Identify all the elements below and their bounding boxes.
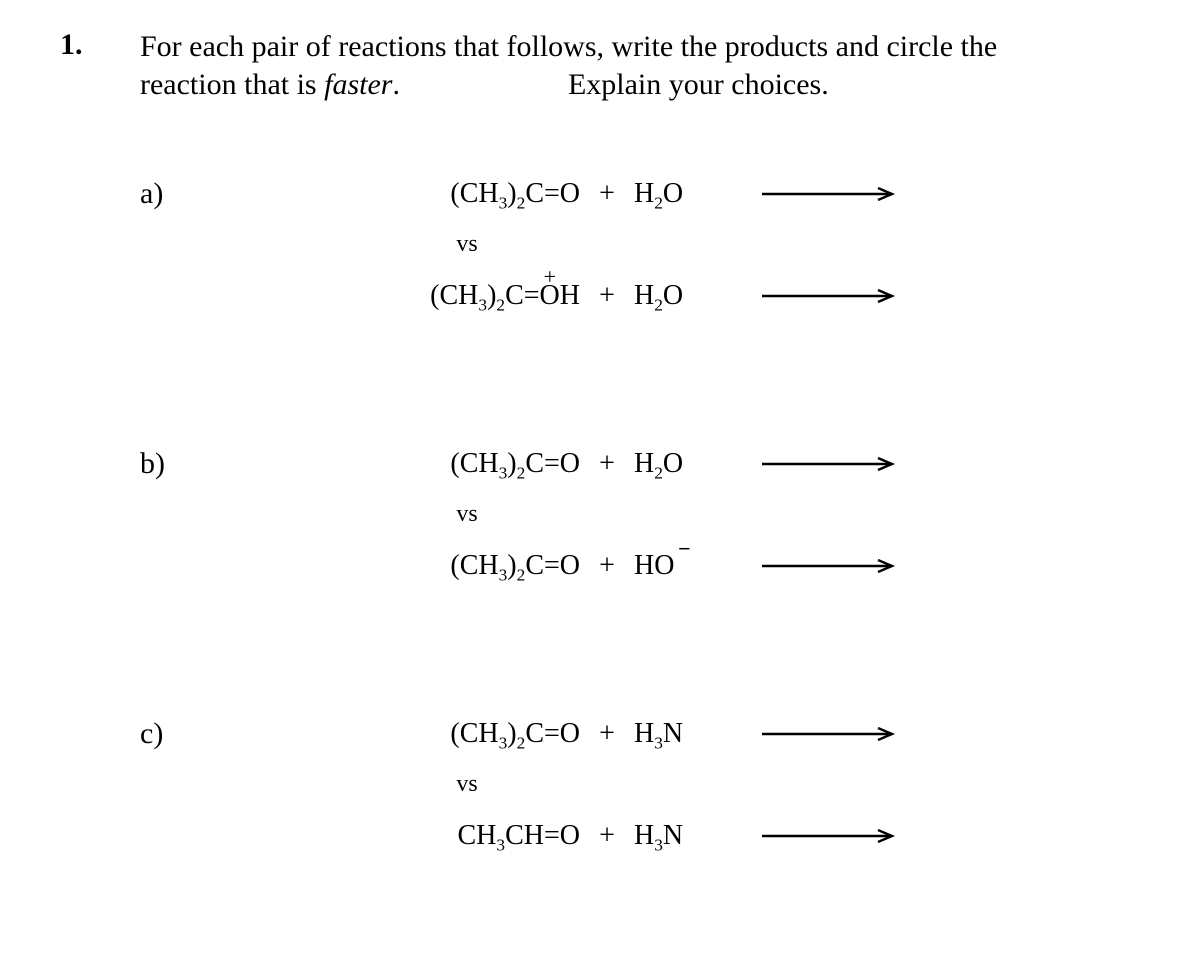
- reaction-row: (CH3)2C=O + HO −: [140, 537, 1140, 595]
- question-line2c: Explain your choices.: [568, 68, 829, 101]
- part-b: b) (CH3)2C=O + H2O vs (CH3)2C=O + HO −: [140, 435, 1140, 595]
- page: 1. For each pair of reactions that follo…: [0, 0, 1200, 977]
- arrow: [724, 559, 960, 573]
- part-a: a) (CH3)2C=O + H2O vs + (CH3)2C=OH + H2O: [140, 165, 1140, 325]
- plus-sign: +: [580, 280, 634, 312]
- reaction-row: a) (CH3)2C=O + H2O: [140, 165, 1140, 223]
- reagent-right: H2O: [634, 448, 724, 480]
- part-label: c): [140, 717, 300, 751]
- reagent-left: (CH3)2C=O: [300, 550, 580, 582]
- reagent-left-text: (CH3)2C=OH: [430, 280, 580, 311]
- reaction-row: b) (CH3)2C=O + H2O: [140, 435, 1140, 493]
- reaction-row: + (CH3)2C=OH + H2O: [140, 267, 1140, 325]
- arrow: [724, 727, 960, 741]
- plus-sign: +: [580, 550, 634, 582]
- charge-plus: +: [544, 266, 556, 288]
- charge-minus: −: [678, 538, 691, 560]
- plus-sign: +: [580, 448, 634, 480]
- question-line2b: .: [392, 68, 400, 101]
- plus-sign: +: [580, 820, 634, 852]
- reagent-right: H3N: [634, 820, 724, 852]
- arrow: [724, 289, 960, 303]
- vs-label: vs: [300, 231, 634, 258]
- question-text: For each pair of reactions that follows,…: [140, 28, 1140, 105]
- vs-label: vs: [300, 771, 634, 798]
- reagent-right-text: HO: [634, 550, 674, 581]
- part-c: c) (CH3)2C=O + H3N vs CH3CH=O + H3N: [140, 705, 1140, 865]
- reagent-left: (CH3)2C=O: [300, 178, 580, 210]
- reagent-left: + (CH3)2C=OH: [300, 280, 580, 312]
- reagent-left: (CH3)2C=O: [300, 718, 580, 750]
- vs-row: vs: [140, 493, 1140, 537]
- reagent-left: CH3CH=O: [300, 820, 580, 852]
- reagent-right: H2O: [634, 178, 724, 210]
- arrow: [724, 829, 960, 843]
- arrow: [724, 457, 960, 471]
- reaction-row: c) (CH3)2C=O + H3N: [140, 705, 1140, 763]
- reaction-row: CH3CH=O + H3N: [140, 807, 1140, 865]
- question-row: 1. For each pair of reactions that follo…: [60, 28, 1140, 105]
- vs-row: vs: [140, 223, 1140, 267]
- reagent-right: H3N: [634, 718, 724, 750]
- vs-row: vs: [140, 763, 1140, 807]
- reagent-right: HO −: [634, 550, 724, 582]
- vs-label: vs: [300, 501, 634, 528]
- part-label: a): [140, 177, 300, 211]
- question-italic: faster: [324, 68, 392, 101]
- part-label: b): [140, 447, 300, 481]
- question-line1: For each pair of reactions that follows,…: [140, 30, 997, 63]
- question-number: 1.: [60, 28, 140, 62]
- plus-sign: +: [580, 178, 634, 210]
- question-line2a: reaction that is: [140, 68, 324, 101]
- arrow: [724, 187, 960, 201]
- reagent-right: H2O: [634, 280, 724, 312]
- reagent-left: (CH3)2C=O: [300, 448, 580, 480]
- plus-sign: +: [580, 718, 634, 750]
